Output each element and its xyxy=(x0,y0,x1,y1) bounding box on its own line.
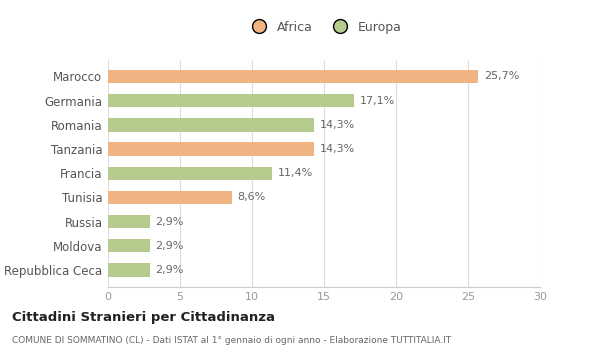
Text: 25,7%: 25,7% xyxy=(484,71,519,82)
Bar xyxy=(108,239,150,252)
Text: 8,6%: 8,6% xyxy=(238,193,266,202)
Text: COMUNE DI SOMMATINO (CL) - Dati ISTAT al 1° gennaio di ogni anno - Elaborazione : COMUNE DI SOMMATINO (CL) - Dati ISTAT al… xyxy=(12,336,451,345)
Bar xyxy=(108,263,150,276)
Bar xyxy=(108,142,314,156)
Text: 14,3%: 14,3% xyxy=(320,120,355,130)
Text: 2,9%: 2,9% xyxy=(155,241,184,251)
Text: 2,9%: 2,9% xyxy=(155,265,184,275)
Bar xyxy=(108,215,150,228)
Bar xyxy=(108,118,314,132)
Text: Cittadini Stranieri per Cittadinanza: Cittadini Stranieri per Cittadinanza xyxy=(12,312,275,324)
Text: 2,9%: 2,9% xyxy=(155,217,184,227)
Bar xyxy=(108,94,354,107)
Legend: Africa, Europa: Africa, Europa xyxy=(242,16,406,39)
Bar xyxy=(108,70,478,83)
Text: 14,3%: 14,3% xyxy=(320,144,355,154)
Text: 11,4%: 11,4% xyxy=(278,168,313,178)
Text: 17,1%: 17,1% xyxy=(360,96,395,106)
Bar xyxy=(108,191,232,204)
Bar xyxy=(108,167,272,180)
